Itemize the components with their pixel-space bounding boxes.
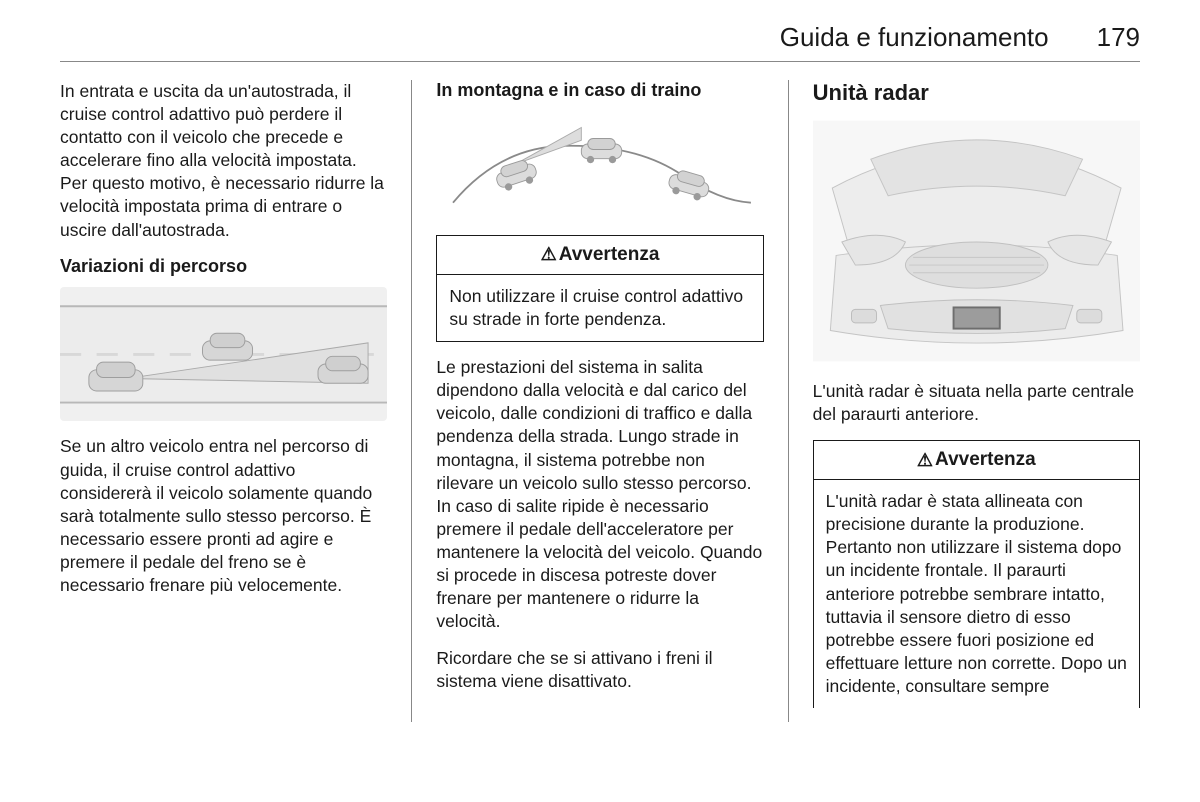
column-divider-2	[788, 80, 789, 722]
intro-paragraph: In entrata e uscita da un'autostrada, il…	[60, 80, 387, 242]
illustration-car-front	[813, 116, 1140, 366]
hill-paragraph-2: Ricordare che se si attivano i freni il …	[436, 647, 763, 693]
illustration-lane-change	[60, 287, 387, 422]
warning-heading-hill: ⚠Avvertenza	[437, 236, 762, 275]
warning-box-hill: ⚠Avvertenza Non utilizzare il cruise con…	[436, 235, 763, 342]
radar-paragraph: L'unità radar è situata nella parte cent…	[813, 380, 1140, 426]
warning-body-hill: Non utilizzare il cruise control adattiv…	[437, 275, 762, 341]
subhead-montagna: In montagna e in caso di traino	[436, 80, 763, 101]
warning-icon: ⚠	[541, 244, 557, 265]
warning-box-radar: ⚠Avvertenza L'unità radar è stata alline…	[813, 440, 1140, 708]
page-header: Guida e funzionamento 179	[60, 22, 1140, 62]
warning-label: Avvertenza	[559, 244, 660, 265]
header-page-number: 179	[1097, 22, 1140, 53]
column-1: In entrata e uscita da un'autostrada, il…	[60, 80, 387, 722]
hill-paragraph-1: Le prestazioni del sistema in salita dip…	[436, 356, 763, 633]
illustration-hill	[436, 111, 763, 221]
warning-label: Avvertenza	[935, 449, 1036, 470]
column-divider-1	[411, 80, 412, 722]
column-2: In montagna e in caso di traino	[436, 80, 763, 722]
lane-change-paragraph: Se un altro veicolo entra nel percorso d…	[60, 435, 387, 597]
header-title: Guida e funzionamento	[780, 22, 1049, 53]
warning-heading-radar: ⚠Avvertenza	[814, 441, 1139, 480]
content-columns: In entrata e uscita da un'autostrada, il…	[60, 80, 1140, 722]
subhead-variazioni: Variazioni di percorso	[60, 256, 387, 277]
section-head-radar: Unità radar	[813, 80, 1140, 106]
column-3: Unità radar	[813, 80, 1140, 722]
warning-body-radar: L'unità radar è stata allineata con prec…	[814, 480, 1139, 708]
warning-icon: ⚠	[917, 450, 933, 471]
